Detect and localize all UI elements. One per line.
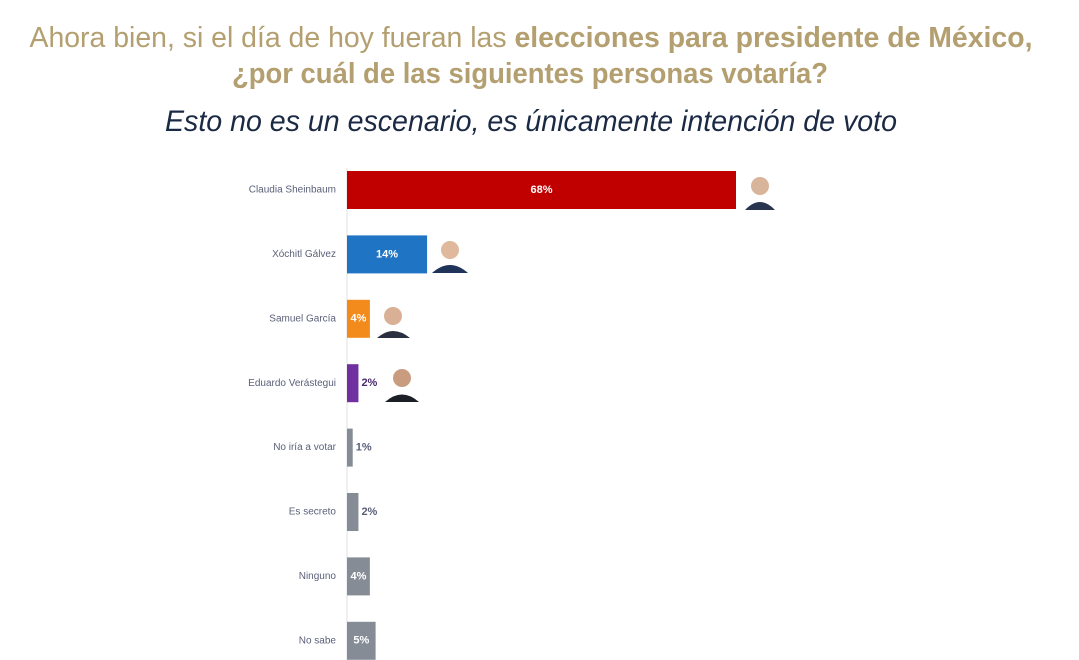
value-label: 4% bbox=[350, 570, 366, 582]
category-label: Ninguno bbox=[299, 571, 337, 582]
bar bbox=[347, 364, 359, 403]
bar bbox=[347, 493, 359, 531]
category-label: Es secreto bbox=[289, 507, 337, 518]
value-label: 5% bbox=[353, 635, 369, 647]
chart-subtitle: Esto no es un escenario, es únicamente i… bbox=[165, 105, 897, 138]
category-label: Xóchitl Gálvez bbox=[272, 249, 336, 260]
chart-title-line1: Ahora bien, si el día de hoy fueran las … bbox=[30, 22, 1033, 54]
bar bbox=[347, 171, 736, 209]
photo bbox=[377, 177, 775, 402]
category-label: Eduardo Verástegui bbox=[248, 378, 336, 389]
chart-title-line2: ¿por cuál de las siguientes personas vot… bbox=[232, 58, 828, 90]
title-regular: Ahora bien, si el día de hoy fueran las bbox=[30, 22, 515, 54]
value-label: 68% bbox=[530, 184, 552, 196]
bar bbox=[347, 428, 353, 467]
value-label: 2% bbox=[361, 506, 377, 518]
bar bbox=[347, 235, 428, 274]
value-label: 2% bbox=[361, 377, 377, 389]
category-label: Samuel García bbox=[269, 313, 336, 324]
bar bbox=[347, 557, 370, 596]
value-label: 1% bbox=[356, 442, 372, 454]
category-label: Claudia Sheinbaum bbox=[249, 185, 336, 196]
value-label: 14% bbox=[376, 248, 398, 260]
bar bbox=[347, 299, 370, 338]
value-label: 4% bbox=[350, 313, 366, 325]
category-label: No iría a votar bbox=[273, 442, 336, 453]
bar bbox=[347, 621, 376, 660]
category-label: No sabe bbox=[299, 635, 337, 646]
title-bold: elecciones para presidente de México, bbox=[514, 22, 1032, 54]
